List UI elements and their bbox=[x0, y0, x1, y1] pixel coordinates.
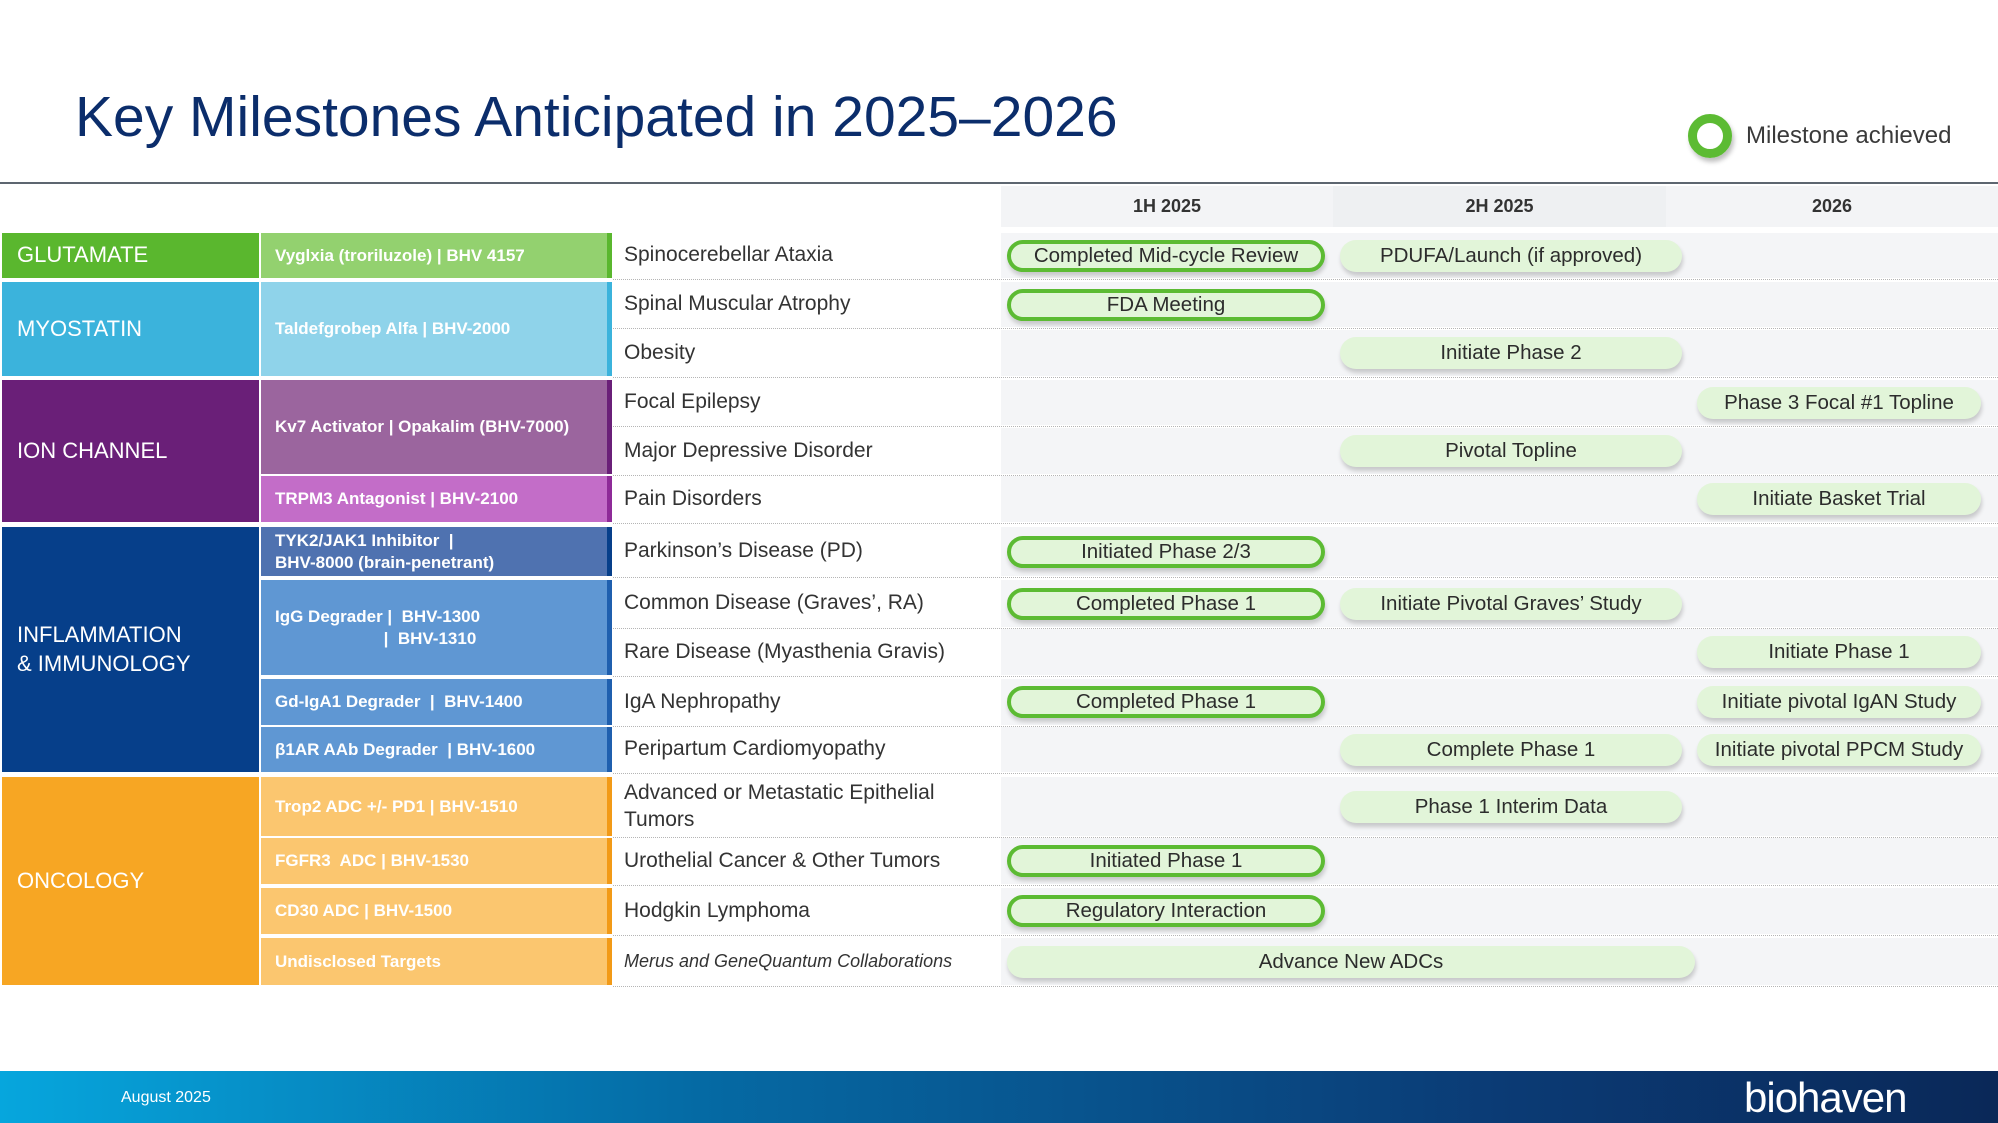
biohaven-logo: biohaven bbox=[1744, 1074, 1907, 1121]
indication-label: Pain Disorders bbox=[624, 486, 762, 510]
indication-label: Rare Disease (Myasthenia Gravis) bbox=[624, 639, 945, 663]
column-header-2h-2025: 2H 2025 bbox=[1333, 186, 1666, 227]
category-label: GLUTAMATE bbox=[2, 233, 259, 278]
program-label: FGFR3 ADC | BHV-1530 bbox=[261, 838, 612, 884]
program-label: Gd-IgA1 Degrader | BHV-1400 bbox=[261, 679, 612, 725]
milestone-pending: Phase 3 Focal #1 Topline bbox=[1697, 386, 1981, 419]
milestone-pending: Initiate Phase 2 bbox=[1340, 337, 1682, 369]
program-label: β1AR AAb Degrader | BHV-1600 bbox=[261, 727, 612, 772]
program-label: CD30 ADC | BHV-1500 bbox=[261, 888, 612, 934]
row-divider bbox=[613, 676, 1998, 677]
milestone-pending: Initiate pivotal IgAN Study bbox=[1697, 686, 1981, 718]
column-header-2026: 2026 bbox=[1666, 186, 1998, 227]
milestone-pending: Advance New ADCs bbox=[1007, 945, 1695, 978]
row-divider bbox=[613, 628, 1998, 629]
milestone-pending: Initiate Basket Trial bbox=[1697, 483, 1981, 515]
indication-label: Obesity bbox=[624, 340, 696, 364]
indication-label: Major Depressive Disorder bbox=[624, 438, 873, 462]
milestone-achieved: Completed Phase 1 bbox=[1007, 686, 1325, 718]
program-label: Vyglxia (troriluzole) | BHV 4157 bbox=[261, 233, 612, 278]
page-title: Key Milestones Anticipated in 2025–2026 bbox=[75, 85, 1118, 149]
row-divider bbox=[613, 837, 1998, 838]
indication-label: Spinocerebellar Ataxia bbox=[624, 243, 833, 267]
category-label: MYOSTATIN bbox=[2, 282, 259, 376]
row-divider bbox=[613, 885, 1998, 886]
row-divider bbox=[613, 935, 1998, 936]
program-label: IgG Degrader | BHV-1300 | BHV-1310 bbox=[261, 580, 612, 675]
milestone-achieved: Completed Phase 1 bbox=[1007, 587, 1325, 620]
milestone-achieved: FDA Meeting bbox=[1007, 288, 1325, 321]
milestone-achieved: Initiated Phase 1 bbox=[1007, 845, 1325, 877]
category-label: ION CHANNEL bbox=[2, 380, 259, 522]
row-divider bbox=[613, 986, 1998, 987]
program-label: TYK2/JAK1 Inhibitor | BHV-8000 (brain-pe… bbox=[261, 527, 612, 576]
milestone-pending: PDUFA/Launch (if approved) bbox=[1340, 239, 1682, 272]
legend: Milestone achieved bbox=[1688, 114, 1951, 158]
footer-bar bbox=[0, 1071, 1998, 1123]
footer-date: August 2025 bbox=[121, 1089, 211, 1106]
program-label: TRPM3 Antagonist | BHV-2100 bbox=[261, 476, 612, 522]
category-label: INFLAMMATION & IMMUNOLOGY bbox=[2, 527, 259, 772]
milestone-achieved: Initiated Phase 2/3 bbox=[1007, 535, 1325, 568]
program-label: Trop2 ADC +/- PD1 | BHV-1510 bbox=[261, 777, 612, 836]
row-divider bbox=[613, 279, 1998, 280]
green-ring-icon bbox=[1688, 114, 1732, 158]
row-divider bbox=[613, 726, 1998, 727]
indication-label: Urothelial Cancer & Other Tumors bbox=[624, 848, 941, 872]
indication-label: Merus and GeneQuantum Collaborations bbox=[624, 951, 953, 972]
indication-label: Peripartum Cardiomyopathy bbox=[624, 737, 886, 761]
milestone-pending: Initiate Phase 1 bbox=[1697, 636, 1981, 668]
program-label: Kv7 Activator | Opakalim (BHV-7000) bbox=[261, 380, 612, 474]
milestone-achieved: Regulatory Interaction bbox=[1007, 895, 1325, 927]
row-divider bbox=[613, 577, 1998, 578]
indication-label: Advanced or Metastatic Epithelial Tumors bbox=[624, 781, 935, 831]
milestone-pending: Initiate pivotal PPCM Study bbox=[1697, 733, 1981, 766]
program-label: Taldefgrobep Alfa | BHV-2000 bbox=[261, 282, 612, 376]
indication-label: Focal Epilepsy bbox=[624, 390, 761, 414]
header-divider bbox=[0, 182, 1998, 184]
milestone-achieved: Completed Mid-cycle Review bbox=[1007, 239, 1325, 272]
indication-label: Spinal Muscular Atrophy bbox=[624, 292, 851, 316]
milestone-pending: Pivotal Topline bbox=[1340, 435, 1682, 467]
row-divider bbox=[613, 328, 1998, 329]
legend-label: Milestone achieved bbox=[1746, 122, 1952, 149]
milestone-pending: Phase 1 Interim Data bbox=[1340, 790, 1682, 823]
row-divider bbox=[613, 426, 1998, 427]
indication-label: IgA Nephropathy bbox=[624, 689, 781, 713]
row-divider bbox=[613, 773, 1998, 774]
row-divider bbox=[613, 523, 1998, 524]
milestone-pending: Initiate Pivotal Graves’ Study bbox=[1340, 587, 1682, 620]
column-header-1h-2025: 1H 2025 bbox=[1001, 186, 1333, 227]
category-label: ONCOLOGY bbox=[2, 777, 259, 985]
indication-label: Common Disease (Graves’, RA) bbox=[624, 591, 924, 615]
milestone-pending: Complete Phase 1 bbox=[1340, 733, 1682, 766]
row-divider bbox=[613, 475, 1998, 476]
row-divider bbox=[613, 377, 1998, 378]
indication-label: Parkinson’s Disease (PD) bbox=[624, 539, 863, 563]
program-label: Undisclosed Targets bbox=[261, 938, 612, 985]
indication-label: Hodgkin Lymphoma bbox=[624, 898, 810, 922]
